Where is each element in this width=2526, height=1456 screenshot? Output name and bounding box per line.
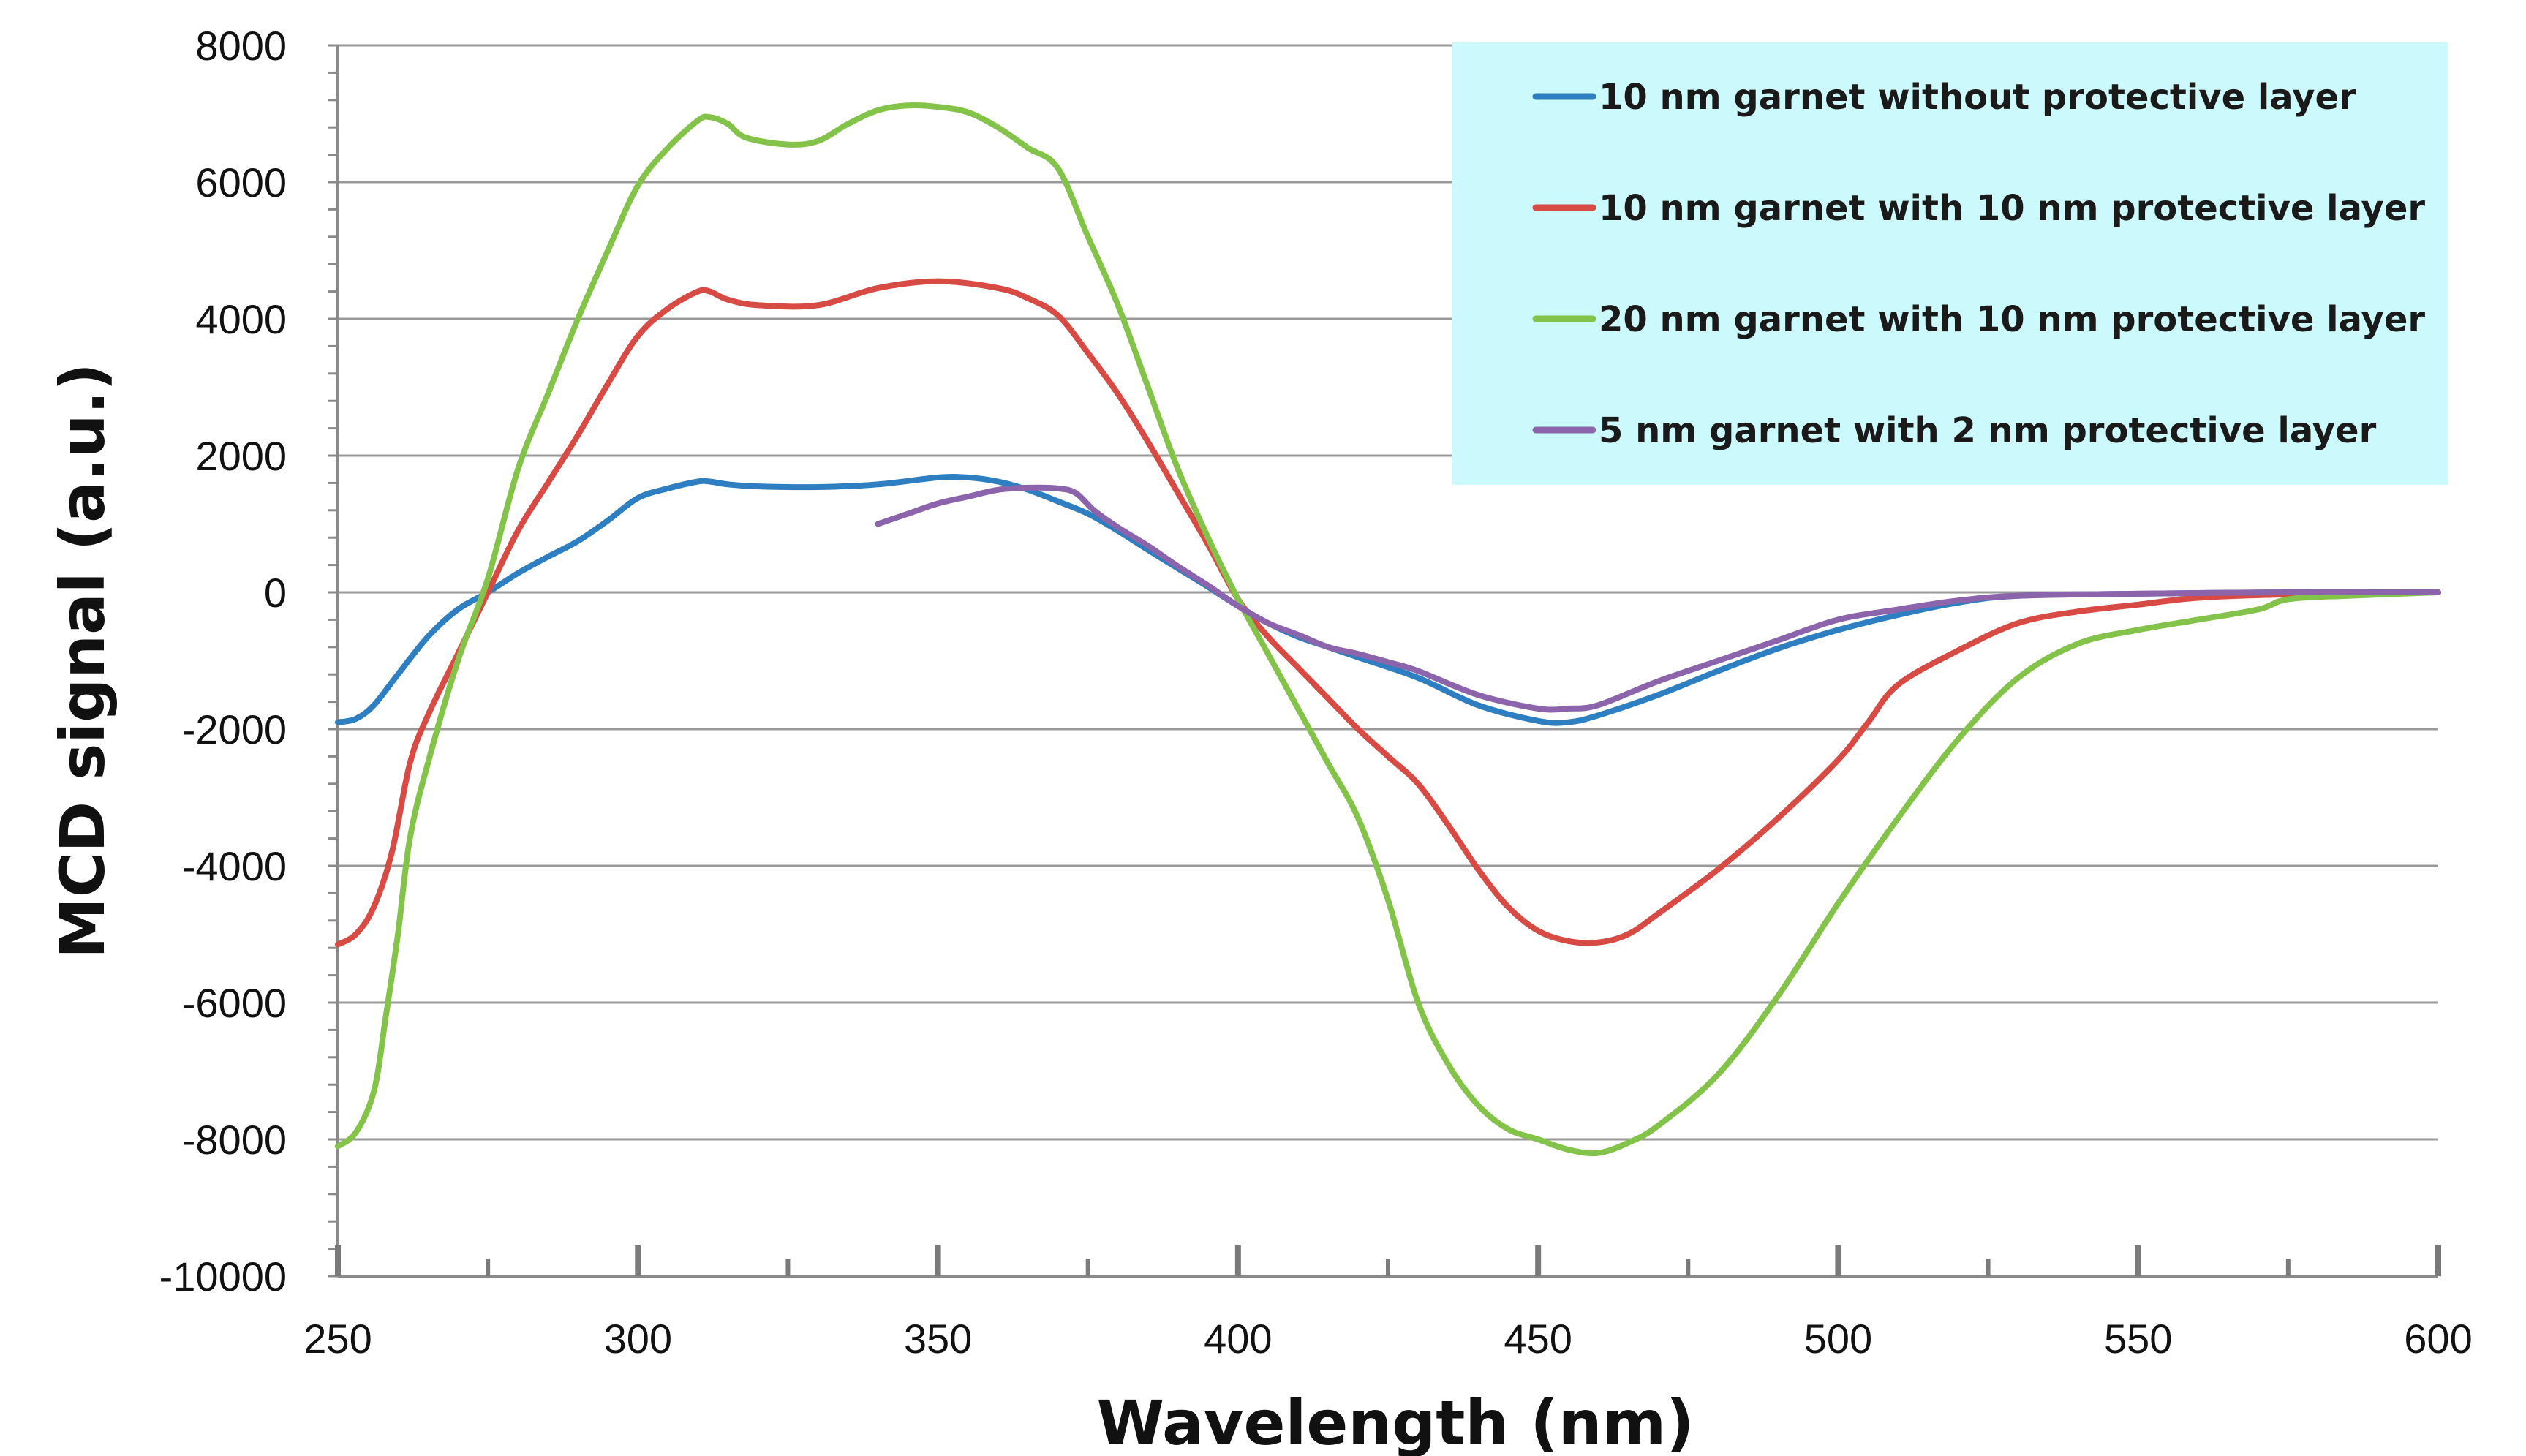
legend: 10 nm garnet without protective layer 10 …: [1452, 42, 2448, 485]
y-tick-label: 4000: [195, 296, 287, 342]
x-axis-title: Wavelength (nm): [1096, 1387, 1694, 1456]
series-line-4: [875, 484, 2441, 713]
y-tick-label: 8000: [195, 23, 287, 69]
series-line-3: [335, 102, 2441, 1157]
axis-labels: Wavelength (nm) MCD signal (a.u.): [47, 363, 1694, 1456]
legend-entry-label: 20 nm garnet with 10 nm protective layer: [1599, 299, 2425, 340]
y-tick-label: 0: [264, 570, 287, 616]
y-tick-label: -2000: [182, 706, 287, 752]
y-tick-label: 6000: [195, 159, 287, 205]
x-tick-label: 250: [304, 1316, 372, 1362]
x-tick-label: 550: [2104, 1316, 2172, 1362]
x-tick-label: 500: [1804, 1316, 1872, 1362]
series-line-2: [335, 278, 2441, 948]
series-line-1: [335, 474, 2441, 726]
x-tick-label: 450: [1504, 1316, 1572, 1362]
x-tick-label: 350: [904, 1316, 972, 1362]
x-tick-label: 600: [2404, 1316, 2472, 1362]
y-axis-title: MCD signal (a.u.): [47, 363, 118, 959]
legend-entry-label: 5 nm garnet with 2 nm protective layer: [1599, 410, 2377, 451]
y-tick-label: -10000: [159, 1253, 287, 1300]
legend-entry-label: 10 nm garnet with 10 nm protective layer: [1599, 188, 2425, 229]
x-tick-label: 300: [604, 1316, 672, 1362]
x-tick-label: 400: [1204, 1316, 1272, 1362]
y-tick-label: -8000: [182, 1117, 287, 1163]
horizontal-gridlines: [338, 44, 2438, 1141]
axes: 8000 6000 4000 2000 0 -2000 -4000 -6000 -8000 -10…: [159, 23, 2473, 1362]
y-tick-label: 2000: [195, 433, 287, 479]
y-tick-label: -4000: [182, 843, 287, 889]
series-lines: [335, 102, 2441, 1157]
legend-entry-label: 10 nm garnet without protective layer: [1599, 77, 2356, 118]
legend-box: [1452, 42, 2448, 485]
y-tick-label: -6000: [182, 980, 287, 1026]
